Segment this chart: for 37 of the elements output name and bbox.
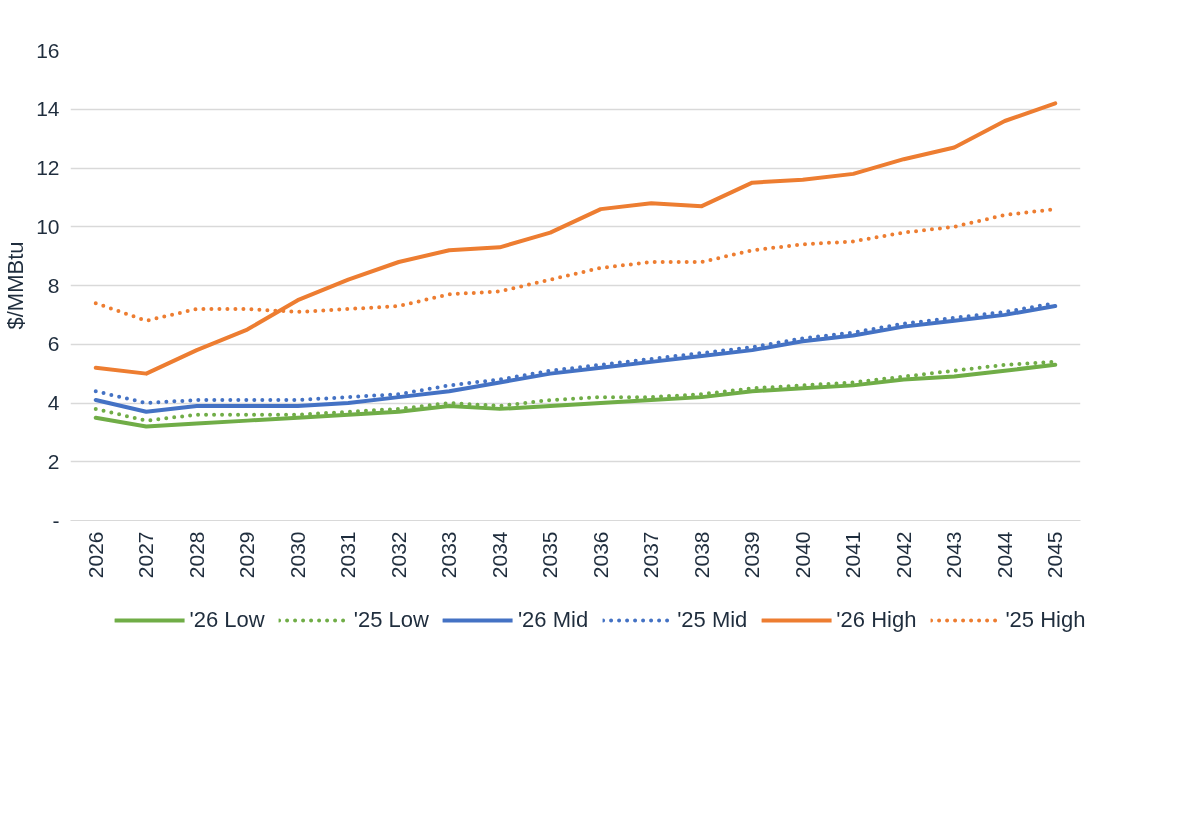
y-tick-label: 16 — [36, 38, 60, 62]
y-tick-label: 4 — [47, 391, 60, 414]
x-tick-label: 2026 — [83, 531, 107, 579]
x-tick-label: 2038 — [689, 531, 713, 579]
y-tick-label: 2 — [47, 449, 60, 473]
legend-label: '26 Low — [189, 607, 265, 633]
y-tick-label: 10 — [36, 214, 60, 238]
x-tick-label: 2029 — [235, 531, 259, 579]
legend-label: '25 High — [1005, 607, 1086, 633]
y-tick-label: 14 — [36, 97, 60, 121]
legend-label: '26 Mid — [517, 607, 589, 633]
y-axis-title: $/MMBtu — [3, 241, 29, 330]
x-tick-label: 2034 — [487, 531, 511, 579]
y-tick-label: 8 — [47, 273, 60, 297]
x-tick-label: 2042 — [891, 531, 915, 579]
x-tick-label: 2030 — [285, 531, 309, 579]
y-tick-label: - — [52, 508, 60, 532]
y-tick-label: 6 — [47, 332, 60, 356]
x-tick-label: 2041 — [841, 531, 865, 579]
legend-label: '26 High — [836, 607, 917, 633]
x-tick-label: 2036 — [588, 531, 612, 579]
line-series — [93, 101, 1058, 376]
x-tick-label: 2033 — [437, 531, 461, 579]
y-tick-label: 12 — [36, 156, 60, 179]
legend-label: '25 Low — [353, 607, 429, 633]
x-tick-label: 2039 — [740, 531, 764, 579]
x-tick-label: 2043 — [942, 531, 966, 579]
x-tick-label: 2037 — [639, 531, 663, 579]
x-tick-label: 2044 — [992, 531, 1016, 579]
x-tick-label: 2040 — [790, 531, 814, 579]
x-tick-label: 2045 — [1043, 531, 1067, 579]
x-tick-label: 2032 — [386, 531, 410, 579]
x-tick-label: 2028 — [184, 531, 208, 579]
legend-label: '25 Mid — [677, 607, 748, 633]
x-tick-label: 2031 — [336, 531, 360, 579]
x-tick-label: 2035 — [538, 531, 562, 579]
x-tick-label: 2027 — [134, 531, 158, 579]
